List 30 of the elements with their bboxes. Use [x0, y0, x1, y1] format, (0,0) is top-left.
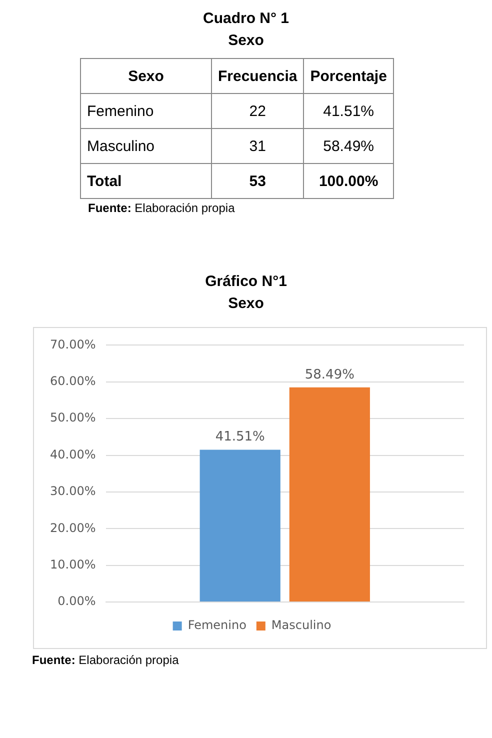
y-tick-label: 30.00% [50, 484, 96, 498]
y-axis-title: Sexo [80, 58, 212, 94]
source-note: Fuente: Elaboración propia [88, 201, 235, 215]
x-tick-label: Frecuencia [212, 58, 304, 94]
y-tick-label: 10.00% [50, 557, 96, 572]
legend-label: Masculino [271, 618, 332, 632]
y-tick-label: 40.00% [50, 447, 96, 462]
data-label: 58.49% [304, 367, 354, 382]
y-tick-label: 50.00% [50, 410, 96, 425]
source-note: Fuente: Elaboración propia [32, 653, 179, 667]
y-tick-label: Masculino [80, 128, 212, 164]
y-tick-label: 20.00% [50, 520, 96, 535]
data-label: 41.51% [304, 94, 394, 128]
y-tick-label: Femenino [80, 94, 212, 128]
chart-subtitle: Sexo [227, 294, 265, 314]
data-label: 100.00% [304, 164, 394, 198]
data-label: 31 [212, 128, 304, 164]
chart-title: Cuadro N° 1 [202, 9, 290, 29]
data-label: 41.51% [215, 430, 265, 445]
legend-label: Femenino [188, 618, 246, 632]
chart-subtitle: Sexo [227, 31, 265, 51]
data-label: 58.49% [304, 128, 394, 164]
data-label: 22 [212, 94, 304, 128]
y-tick-label: Total [80, 164, 212, 198]
y-tick-label: 0.00% [58, 594, 96, 608]
y-tick-label: 70.00% [50, 337, 96, 352]
chart-title: Gráfico N°1 [204, 272, 288, 292]
data-label: 53 [212, 164, 304, 198]
x-tick-label: Porcentaje [304, 58, 394, 94]
y-tick-label: 60.00% [50, 374, 96, 388]
